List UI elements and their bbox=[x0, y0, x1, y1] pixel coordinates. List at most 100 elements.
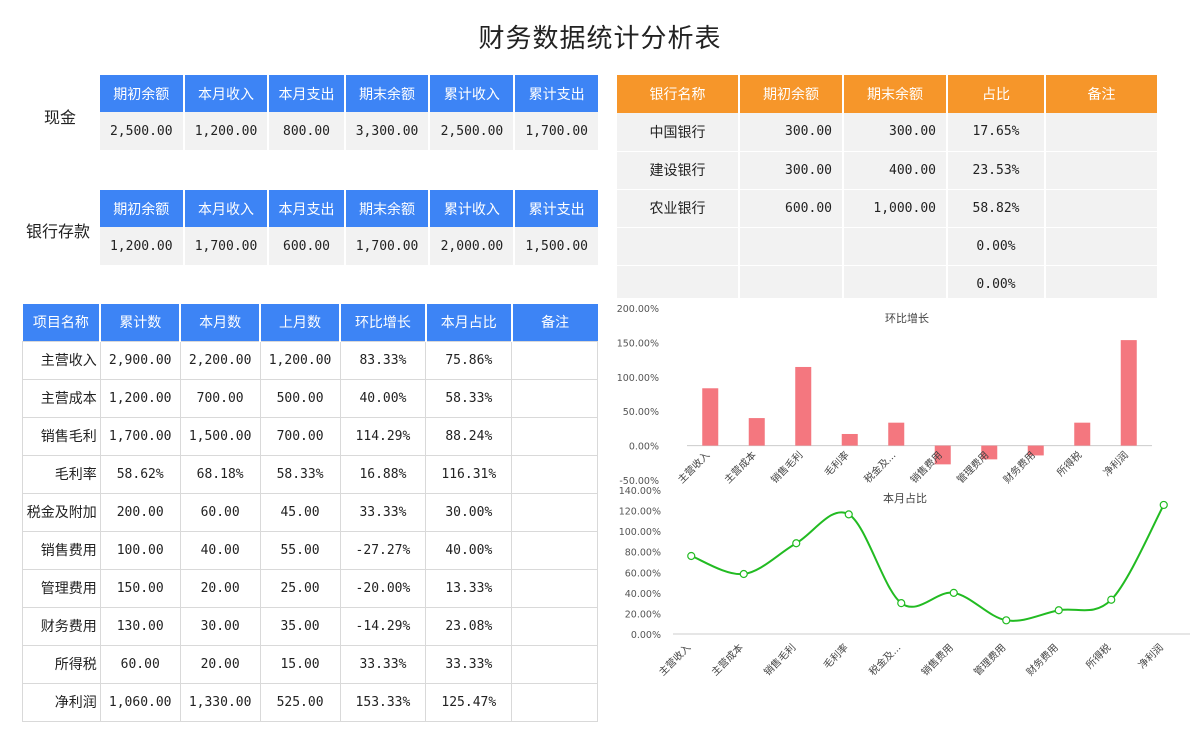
y-tick-label: 150.00% bbox=[617, 338, 659, 349]
bar bbox=[888, 422, 905, 446]
items-header-cell: 本月占比 bbox=[425, 304, 513, 341]
data-point bbox=[1159, 500, 1168, 510]
item-row: 主营收入 2,900.00 2,200.00 1,200.00 83.33% 75.86% bbox=[22, 340, 598, 380]
cash-value-cell: 1,200.00 bbox=[183, 112, 270, 150]
y-tick-label: -50.00% bbox=[619, 476, 659, 487]
bank-cell bbox=[617, 265, 740, 304]
bank-cell: 建设银行 bbox=[617, 151, 740, 190]
bank-cell: 中国银行 bbox=[617, 113, 740, 152]
items-header-cell: 项目名称 bbox=[22, 304, 102, 341]
y-tick-label: 50.00% bbox=[623, 407, 659, 418]
cash-header-cell: 期末余额 bbox=[344, 75, 431, 112]
cash-value-cell: 3,300.00 bbox=[344, 112, 431, 150]
items-header-cell: 本月数 bbox=[180, 304, 262, 341]
bank-cell: 400.00 bbox=[843, 151, 948, 190]
cash-value-cell: 2,500.00 bbox=[100, 112, 185, 150]
item-cell: 35.00 bbox=[259, 606, 341, 646]
bank-cell bbox=[843, 265, 948, 304]
items-header-cell: 环比增长 bbox=[340, 304, 427, 341]
item-row: 净利润 1,060.00 1,330.00 525.00 153.33% 125.47% bbox=[22, 682, 598, 722]
item-cell: 75.86% bbox=[425, 340, 513, 380]
y-tick-label: 80.00% bbox=[625, 548, 661, 559]
item-cell: 23.08% bbox=[425, 606, 513, 646]
x-tick-label: 主营成本 bbox=[708, 641, 745, 678]
item-cell: 毛利率 bbox=[22, 454, 101, 494]
deposit-header-cell: 累计收入 bbox=[429, 190, 516, 227]
item-cell: 40.00% bbox=[425, 530, 513, 570]
mom-growth-bar-chart: 环比增长 200.00% 150.00% 100.00% 50.00% 0.00% -50.… bbox=[617, 298, 1160, 493]
bar bbox=[841, 433, 858, 446]
item-cell: 税金及附加 bbox=[22, 492, 101, 532]
y-tick-label: 0.00% bbox=[631, 630, 661, 641]
item-cell bbox=[511, 644, 598, 684]
deposit-header-cell: 期末余额 bbox=[344, 190, 431, 227]
item-cell: 153.33% bbox=[339, 682, 427, 722]
y-tick-label: 100.00% bbox=[617, 373, 659, 384]
deposit-value-cell: 600.00 bbox=[268, 227, 346, 265]
bank-cell bbox=[617, 227, 740, 266]
bank-cell: 17.65% bbox=[947, 113, 1046, 152]
item-row: 毛利率 58.62% 68.18% 58.33% 16.88% 116.31% bbox=[22, 454, 598, 494]
item-cell bbox=[511, 492, 598, 532]
data-point bbox=[1107, 595, 1116, 604]
chart-title: 本月占比 bbox=[883, 491, 927, 505]
item-cell: 58.33% bbox=[259, 454, 341, 494]
bank-header-cell: 期初余额 bbox=[739, 75, 844, 113]
data-point bbox=[739, 569, 748, 579]
monthly-share-line-chart: 本月占比 140.00% 120.00% 100.00% 80.00% 60.00% 40.… bbox=[619, 486, 1190, 678]
bank-cell bbox=[1045, 227, 1157, 266]
bank-header-cell: 备注 bbox=[1045, 75, 1157, 113]
bank-cell bbox=[739, 227, 844, 266]
y-tick-label: 40.00% bbox=[625, 589, 661, 600]
deposit-value-cell: 1,700.00 bbox=[183, 227, 270, 265]
item-cell: 20.00 bbox=[179, 644, 261, 684]
deposit-label: 银行存款 bbox=[26, 222, 91, 241]
item-cell: 1,060.00 bbox=[99, 682, 181, 722]
item-cell bbox=[511, 454, 598, 494]
item-cell: 200.00 bbox=[99, 492, 181, 532]
x-tick-label: 税金及... bbox=[866, 641, 903, 678]
item-cell: 销售毛利 bbox=[22, 416, 101, 456]
item-row: 所得税 60.00 20.00 15.00 33.33% 33.33% bbox=[22, 644, 598, 684]
items-table: 项目名称 累计数 本月数 上月数 环比增长 本月占比 备注 主营收入 2,900.00 2,20… bbox=[22, 304, 598, 722]
item-cell: 财务费用 bbox=[22, 606, 101, 646]
bank-header-cell: 占比 bbox=[947, 75, 1046, 113]
chart-title: 环比增长 bbox=[885, 311, 929, 325]
cash-value-cell: 800.00 bbox=[268, 112, 346, 150]
y-tick-label: 0.00% bbox=[629, 442, 659, 453]
item-cell: 主营收入 bbox=[22, 340, 101, 380]
item-cell: 40.00 bbox=[179, 530, 261, 570]
item-cell: 1,200.00 bbox=[99, 378, 181, 418]
deposit-header-cell: 本月收入 bbox=[183, 190, 270, 227]
item-cell: 1,700.00 bbox=[99, 416, 181, 456]
item-cell: 125.47% bbox=[425, 682, 513, 722]
bank-table: 银行名称 期初余额 期末余额 占比 备注 中国银行 300.00 300.00 17.65% 建… bbox=[617, 75, 1157, 304]
x-tick-label: 管理费用 bbox=[971, 641, 1008, 678]
item-cell: 33.33% bbox=[339, 644, 427, 684]
deposit-header-cell: 累计支出 bbox=[514, 190, 598, 227]
bank-cell bbox=[1045, 189, 1157, 228]
data-point bbox=[1002, 616, 1011, 625]
data-point bbox=[949, 588, 958, 597]
data-point bbox=[1054, 606, 1063, 615]
item-cell: 16.88% bbox=[339, 454, 427, 494]
bank-header-cell: 期末余额 bbox=[843, 75, 948, 113]
bar bbox=[981, 445, 998, 460]
item-cell: -14.29% bbox=[339, 606, 427, 646]
item-cell: 净利润 bbox=[22, 682, 101, 722]
item-cell: 55.00 bbox=[259, 530, 341, 570]
bank-cell: 58.82% bbox=[947, 189, 1046, 228]
item-cell: 1,200.00 bbox=[259, 340, 341, 380]
item-cell: 100.00 bbox=[99, 530, 181, 570]
item-cell: 30.00 bbox=[179, 606, 261, 646]
item-cell: 25.00 bbox=[259, 568, 341, 608]
cash-header-cell: 本月支出 bbox=[268, 75, 346, 112]
item-cell: 130.00 bbox=[99, 606, 181, 646]
bank-header-cell: 银行名称 bbox=[617, 75, 740, 113]
cash-value-cell: 2,500.00 bbox=[429, 112, 516, 150]
deposit-header-cell: 期初余额 bbox=[100, 190, 185, 227]
item-cell: 500.00 bbox=[259, 378, 341, 418]
bank-cell: 0.00% bbox=[947, 227, 1046, 266]
x-tick-label: 销售费用 bbox=[918, 641, 955, 678]
bank-cell bbox=[843, 227, 948, 266]
